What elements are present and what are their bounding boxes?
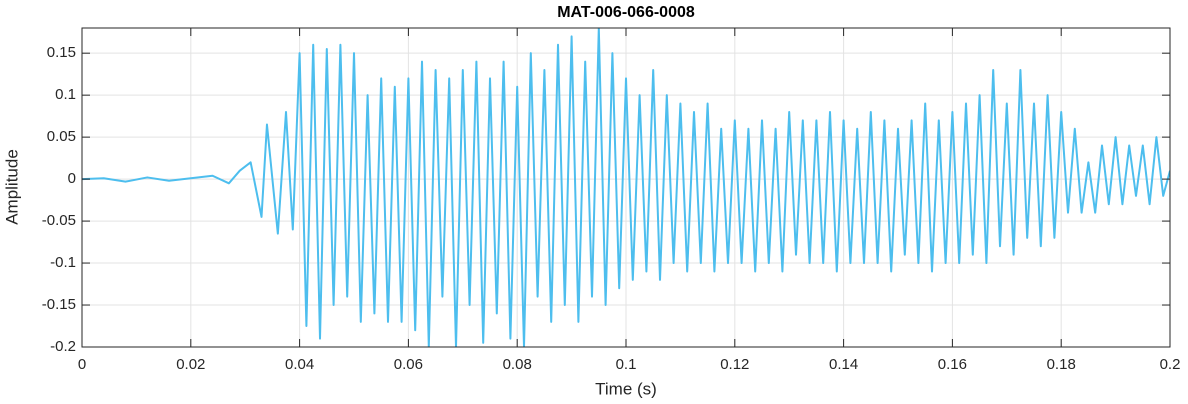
x-tick-label: 0.16 [938, 356, 967, 373]
ticks: 0 0.02 0.04 0.06 0.08 0.1 0.12 0.14 0.16 0.18 0.2 -… [42, 28, 1181, 373]
x-tick-label: 0.18 [1047, 356, 1076, 373]
y-tick-label: 0.1 [55, 86, 76, 103]
x-tick-label: 0.14 [829, 356, 858, 373]
x-tick-label: 0.1 [616, 356, 637, 373]
x-tick-label: 0.02 [176, 356, 205, 373]
x-tick-label: 0.08 [503, 356, 532, 373]
chart-title: MAT-006-066-0008 [557, 4, 695, 21]
y-axis-label: Amplitude [2, 149, 21, 225]
lines [82, 28, 1170, 347]
waveform-line [82, 28, 1170, 347]
x-axis-label: Time (s) [595, 379, 657, 398]
y-tick-label: -0.2 [50, 338, 76, 355]
y-tick-label: -0.1 [50, 254, 76, 271]
y-tick-label: 0 [68, 170, 76, 187]
x-tick-label: 0.12 [720, 356, 749, 373]
x-tick-label: 0 [78, 356, 86, 373]
y-tick-label: 0.15 [47, 44, 76, 61]
x-tick-label: 0.04 [285, 356, 314, 373]
x-tick-label: 0.2 [1160, 356, 1181, 373]
y-tick-label: -0.15 [42, 296, 76, 313]
y-tick-label: -0.05 [42, 212, 76, 229]
x-tick-label: 0.06 [394, 356, 423, 373]
y-tick-label: 0.05 [47, 128, 76, 145]
